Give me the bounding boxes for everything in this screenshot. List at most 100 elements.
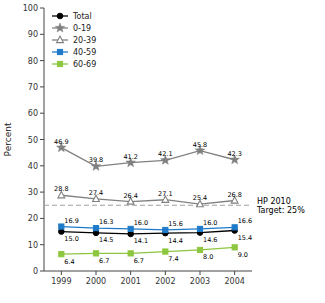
data-label: 15.6: [168, 220, 182, 228]
marker: [59, 224, 64, 229]
y-tick: [40, 60, 44, 61]
marker: [93, 251, 98, 256]
data-label: 27.4: [89, 189, 103, 197]
y-axis-label: Percent: [3, 122, 13, 156]
series-line: [61, 231, 234, 234]
chart: 0 10 20 30 40 50 60 70 80 90 100 1999 2000 2001 2002 20…: [0, 0, 325, 303]
marker: [128, 226, 133, 231]
data-label: 14.5: [99, 236, 113, 244]
series-line: [61, 148, 234, 167]
data-label: 6.7: [99, 257, 109, 265]
data-label: 26.4: [123, 192, 137, 200]
x-tick: [96, 271, 97, 275]
legend-label: 60-69: [73, 60, 96, 69]
y-tick: [40, 244, 44, 245]
x-tick-label: 2002: [155, 277, 175, 286]
y-tick-label: 100: [23, 4, 38, 13]
y-tick-label: 80: [28, 57, 38, 66]
data-label: 16.6: [238, 217, 252, 225]
plot-area: [44, 143, 252, 257]
legend: Total 0-19 20-39 40-59 60-69: [52, 12, 96, 69]
data-label: 45.8: [193, 141, 207, 149]
data-label: 25.4: [193, 194, 207, 202]
data-label: 7.4: [168, 255, 178, 263]
marker: [232, 245, 237, 250]
target-line: [44, 205, 252, 206]
series-line: [61, 195, 234, 204]
data-label: 14.4: [168, 237, 182, 245]
x-tick: [200, 271, 201, 275]
y-tick-label: 40: [28, 162, 38, 171]
annotation: HP 2010Target: 25%: [256, 197, 305, 215]
marker: [55, 23, 65, 32]
x-tick: [130, 271, 131, 275]
data-label: 16.3: [99, 218, 113, 226]
data-labels: 15.0 14.5 14.1 14.4 14.6 15.4 46.9 39.8 41.2 42.1…: [54, 138, 252, 266]
legend-label: 20-39: [73, 36, 96, 45]
y-tick: [40, 165, 44, 166]
y-tick-label: 30: [28, 188, 38, 197]
y-tick: [40, 113, 44, 114]
data-label: 8.0: [203, 253, 213, 261]
x-tick: [61, 271, 62, 275]
data-label: 42.1: [158, 150, 172, 158]
y-tick-label: 10: [28, 241, 38, 250]
data-label: 14.6: [203, 236, 217, 244]
x-tick-label: 2004: [224, 277, 244, 286]
x-tick-label: 1999: [51, 277, 71, 286]
x-tick: [234, 271, 235, 275]
marker: [232, 225, 237, 230]
data-label: 28.8: [54, 185, 68, 193]
data-label: 41.2: [123, 153, 137, 161]
x-tick-label: 2000: [86, 277, 106, 286]
marker: [93, 226, 98, 231]
x-tick-label: 2003: [190, 277, 210, 286]
data-label: 39.8: [89, 156, 103, 164]
x-tick-label: 2001: [120, 277, 140, 286]
marker: [57, 36, 64, 42]
series-line: [61, 227, 234, 230]
marker: [57, 13, 63, 19]
y-tick: [40, 34, 44, 35]
x-tick: [165, 271, 166, 275]
data-label: 9.0: [238, 251, 248, 259]
x-axis: [44, 271, 252, 272]
y-tick-label: 50: [28, 136, 38, 145]
y-tick-label: 90: [28, 30, 38, 39]
data-label: 6.4: [64, 258, 74, 266]
marker: [57, 49, 62, 54]
y-tick: [40, 192, 44, 193]
annotation-line: HP 2010: [257, 197, 291, 206]
data-label: 16.0: [134, 219, 148, 227]
data-label: 14.1: [134, 237, 148, 245]
y-tick: [40, 86, 44, 87]
y-tick-label: 0: [33, 267, 38, 276]
data-label: 46.9: [54, 138, 68, 146]
data-label: 6.7: [134, 257, 144, 265]
marker: [163, 227, 168, 232]
y-tick: [40, 139, 44, 140]
legend-label: Total: [72, 12, 92, 21]
data-label: 16.9: [64, 217, 78, 225]
y-tick: [40, 8, 44, 9]
y-tick-label: 20: [28, 214, 38, 223]
y-tick: [40, 271, 44, 272]
data-label: 42.3: [227, 150, 241, 158]
y-tick-label: 60: [28, 109, 38, 118]
marker: [57, 61, 62, 66]
data-label: 15.0: [64, 235, 78, 243]
legend-label: 0-19: [73, 24, 91, 33]
y-tick-label: 70: [28, 83, 38, 92]
y-tick: [40, 218, 44, 219]
annotation-line: Target: 25%: [256, 206, 305, 215]
marker: [59, 252, 64, 257]
marker: [163, 249, 168, 254]
data-label: 26.8: [227, 191, 241, 199]
legend-label: 40-59: [73, 48, 96, 57]
data-label: 16.0: [203, 219, 217, 227]
marker: [197, 247, 202, 252]
data-label: 15.4: [238, 234, 252, 242]
marker: [197, 226, 202, 231]
data-label: 27.1: [158, 190, 172, 198]
marker: [128, 251, 133, 256]
